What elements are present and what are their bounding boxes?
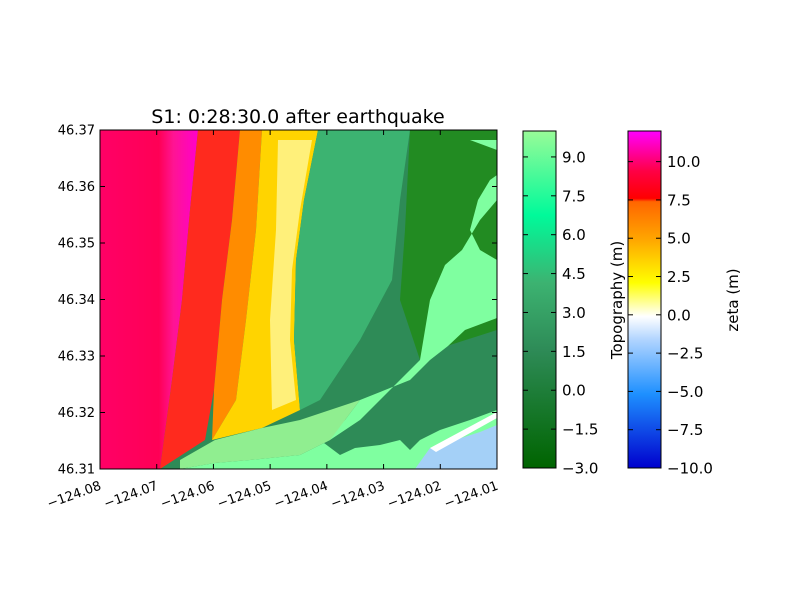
bay-water [415,425,497,469]
chart-title: S1: 0:28:30.0 after earthquake [151,106,444,128]
colorbar-tick-label: 10.0 [667,153,700,171]
colorbar-tick-label: 3.0 [562,304,586,322]
colorbar-tick-label: −1.5 [562,421,598,439]
topography-colorbar [522,130,557,469]
colorbar-tick-label: 4.5 [562,265,586,283]
y-tick-label: 46.36 [58,180,95,195]
topography-colorbar-label: Topography (m) [608,241,626,360]
x-tick-label: −124.06 [159,479,217,512]
x-tick-label: −124.05 [215,479,273,512]
y-tick-label: 46.31 [58,463,95,478]
topography-colorbar-ticks: −3.0 −1.5 0.0 1.5 3.0 4.5 6.0 7.5 9.0 [523,148,598,478]
colorbar-tick-label: 7.5 [562,187,586,205]
x-tick-label: −124.02 [386,479,444,512]
shoreline-white [430,412,497,452]
colorbar-tick-label: 5.0 [667,230,691,248]
y-tick-label: 46.35 [58,237,95,252]
colorbar-tick-label: −3.0 [562,460,598,478]
colorbar-tick-label: 1.5 [562,343,586,361]
upland-light-green [180,140,497,469]
surge-band-pale [270,140,312,410]
colorbar-tick-label: 9.0 [562,148,586,166]
colorbar-tick-label: −10.0 [667,460,713,478]
colorbar-tick-label: 0.0 [562,382,586,400]
map-image [100,130,497,469]
colorbar-tick-label: 0.0 [667,306,691,324]
x-tick-label: −124.08 [45,479,103,512]
y-tick-label: 46.33 [58,350,95,365]
zeta-colorbar-label: zeta (m) [724,268,742,331]
spit-light-green [180,400,360,469]
colorbar-tick-label: −5.0 [667,383,703,401]
surge-band-red [160,130,240,469]
surge-band-orange [212,130,262,440]
colorbar-tick-label: 2.5 [667,268,691,286]
zeta-colorbar [627,130,662,469]
colorbar-tick-label: −7.5 [667,421,703,439]
y-tick-label: 46.34 [58,293,95,308]
x-tick-label: −124.03 [329,479,387,512]
x-tick-label: −124.01 [442,479,500,512]
y-tick-label: 46.37 [58,124,95,139]
lowland-green [294,130,410,410]
colorbar-tick-label: −2.5 [667,345,703,363]
ocean-surge [100,130,198,469]
y-tick-label: 46.32 [58,406,95,421]
colorbar-tick-label: 6.0 [562,226,586,244]
zeta-colorbar-ticks: −10.0 −7.5 −5.0 −2.5 0.0 2.5 5.0 7.5 10.0 [628,153,713,478]
colorbar-tick-label: 7.5 [667,191,691,209]
x-tick-label: −124.04 [272,479,330,512]
y-axis: 46.31 46.32 46.33 46.34 46.35 46.36 46.37 [58,124,497,478]
x-tick-label: −124.07 [102,479,160,512]
